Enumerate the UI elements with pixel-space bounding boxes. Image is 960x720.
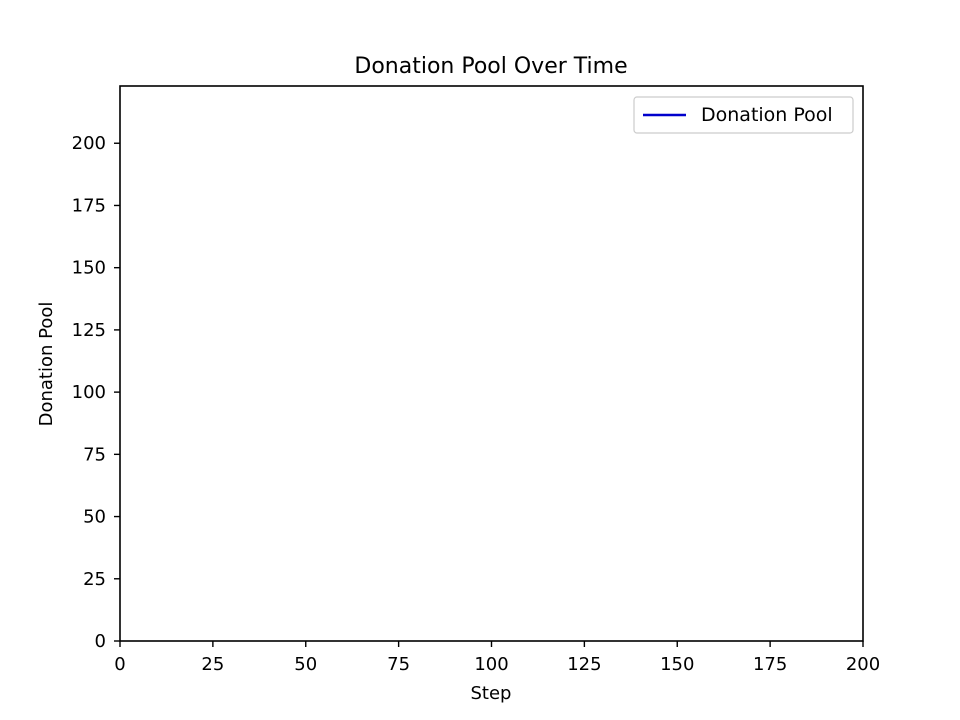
x-tick-label: 25 <box>201 654 224 675</box>
legend-label-donation-pool: Donation Pool <box>701 104 833 126</box>
y-tick-label: 175 <box>72 195 106 216</box>
y-tick-label: 200 <box>72 133 106 154</box>
x-tick-label: 0 <box>114 654 125 675</box>
x-axis-ticks: 0 25 50 75 100 125 150 175 200 <box>114 641 880 675</box>
x-tick-label: 150 <box>660 654 694 675</box>
x-tick-label: 75 <box>387 654 410 675</box>
y-tick-label: 100 <box>72 382 106 403</box>
x-tick-label: 125 <box>567 654 601 675</box>
y-tick-label: 25 <box>83 569 106 590</box>
y-tick-label: 50 <box>83 507 106 528</box>
x-tick-label: 175 <box>753 654 787 675</box>
x-tick-label: 50 <box>294 654 317 675</box>
plot-area <box>120 86 863 641</box>
x-tick-label: 100 <box>474 654 508 675</box>
chart-title: Donation Pool Over Time <box>354 54 627 79</box>
x-axis-label: Step <box>471 683 512 704</box>
legend: Donation Pool <box>633 96 854 134</box>
legend-box <box>633 96 854 134</box>
y-tick-label: 125 <box>72 320 106 341</box>
x-tick-label: 200 <box>846 654 880 675</box>
y-tick-label: 0 <box>95 631 106 652</box>
y-tick-label: 150 <box>72 258 106 279</box>
y-axis-ticks: 0 25 50 75 100 125 150 175 200 <box>72 133 120 652</box>
y-tick-label: 75 <box>83 444 106 465</box>
y-axis-label: Donation Pool <box>36 302 57 427</box>
